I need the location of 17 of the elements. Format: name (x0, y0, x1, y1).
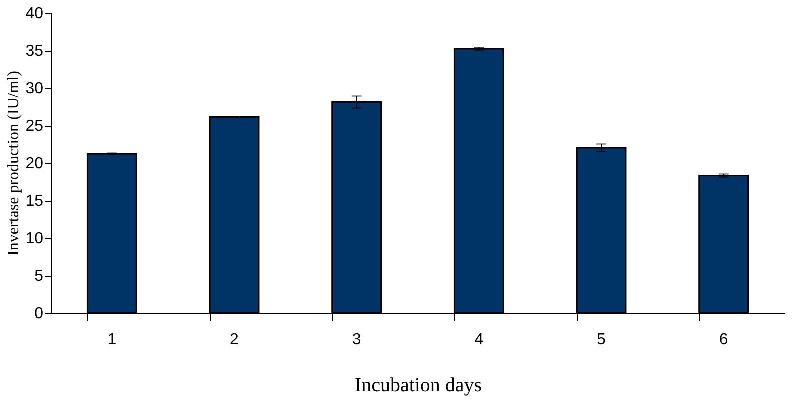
y-axis-title: Invertase production (IU/ml) (6, 71, 23, 256)
x-tick-label: 6 (719, 332, 728, 348)
x-tick-label: 1 (108, 332, 117, 348)
y-tick-label: 0 (34, 306, 44, 322)
y-tick-label: 5 (34, 268, 44, 285)
y-tick-label: 10 (26, 230, 44, 248)
y-tick-label: 35 (26, 43, 44, 60)
y-tick-label: 20 (26, 156, 44, 172)
x-tick-label: 4 (474, 332, 484, 348)
x-axis-title: Incubation days (354, 374, 482, 396)
x-tick-label: 5 (597, 332, 606, 348)
y-tick-label: 15 (26, 193, 44, 210)
x-tick-label: 2 (230, 332, 240, 348)
x-tick-label: 3 (352, 332, 362, 348)
y-tick-label: 30 (26, 80, 44, 98)
y-tick-label: 40 (26, 6, 44, 22)
y-tick-label: 25 (26, 118, 44, 135)
